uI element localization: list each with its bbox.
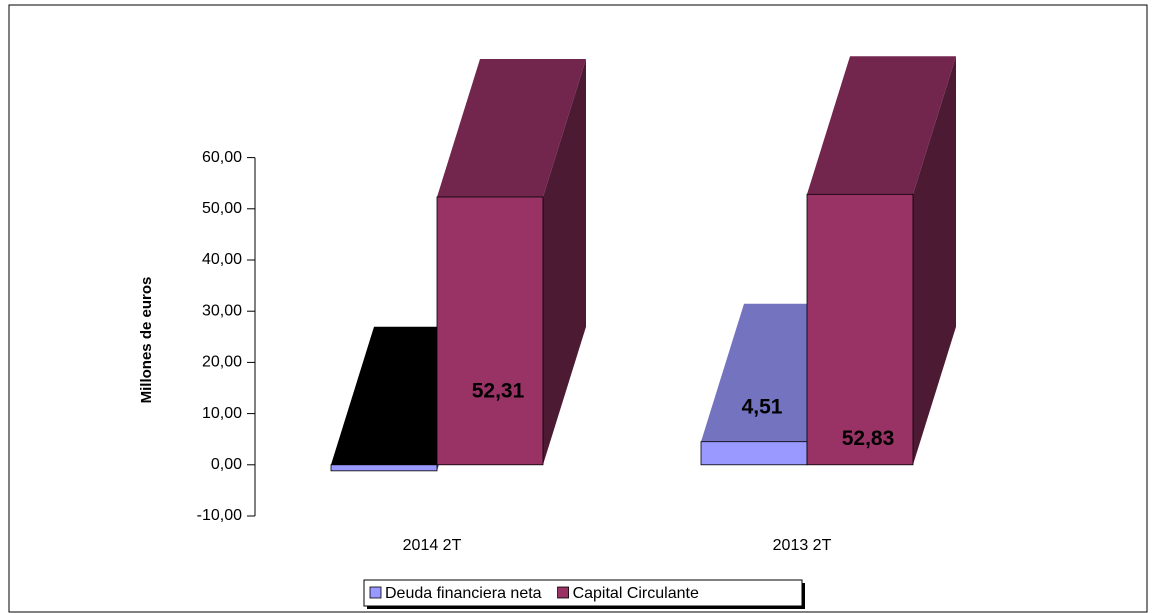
bar-top	[807, 56, 956, 195]
y-tick-label: -10,00	[197, 507, 242, 524]
bar	[436, 196, 544, 466]
x-tick-label: 2013 2T	[773, 537, 832, 554]
bar-side	[913, 56, 956, 465]
x-tick-label: 2014 2T	[403, 537, 462, 554]
y-tick-label: 10,00	[202, 405, 242, 422]
legend-swatch	[557, 586, 569, 599]
bar	[700, 441, 808, 466]
bar	[806, 193, 914, 466]
legend-box	[363, 579, 803, 607]
data-label: 52,83	[842, 427, 895, 450]
data-label: 4,51	[742, 395, 783, 418]
data-label: -1,18	[368, 425, 416, 448]
y-tick-label: 30,00	[202, 302, 242, 319]
y-tick-label: 40,00	[202, 251, 242, 268]
y-tick-label: 0,00	[211, 456, 242, 473]
bar-side	[543, 58, 586, 465]
y-tick-label: 50,00	[202, 200, 242, 217]
legend-swatch	[369, 586, 382, 599]
bar	[330, 464, 438, 472]
y-tick-label: 20,00	[202, 354, 242, 371]
legend-label: Deuda financiera neta	[385, 585, 542, 602]
legend: Deuda financiera neta Capital Circulante	[363, 579, 805, 609]
y-tick-label: 60,00	[202, 149, 242, 166]
data-label: 52,31	[472, 380, 525, 403]
bar-top	[437, 58, 586, 197]
legend-label: Capital Circulante	[573, 585, 699, 602]
y-axis-label: Millones de euros	[138, 277, 155, 404]
